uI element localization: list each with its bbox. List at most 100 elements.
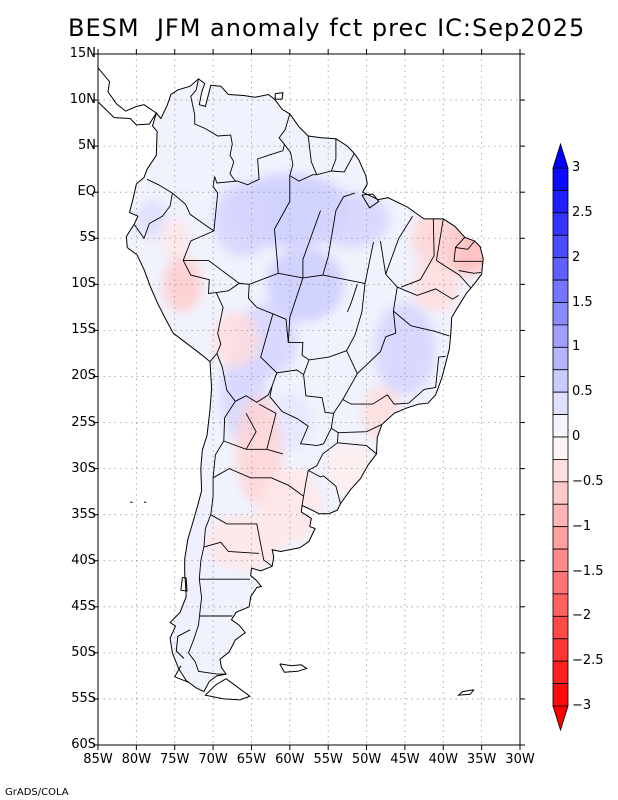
colorbar-label: −3 bbox=[572, 698, 592, 713]
island-2 bbox=[279, 663, 308, 673]
colorbar-segment-2 bbox=[552, 212, 569, 236]
lat-label: 5S bbox=[79, 230, 96, 246]
border-27 bbox=[458, 270, 481, 274]
colorbar-segment-5 bbox=[552, 279, 569, 303]
colorbar-segment-1 bbox=[552, 190, 569, 214]
island-3 bbox=[274, 92, 284, 100]
lon-label: 75W bbox=[160, 752, 190, 767]
border-18 bbox=[302, 210, 321, 278]
border-2 bbox=[237, 113, 291, 186]
lon-label: 30W bbox=[505, 752, 535, 767]
island-0 bbox=[97, 67, 157, 126]
border-8 bbox=[209, 292, 224, 362]
border-4 bbox=[316, 138, 337, 176]
anomaly-patch-5 bbox=[374, 302, 436, 395]
lon-label: 65W bbox=[236, 752, 267, 767]
colorbar-segment-4 bbox=[552, 257, 569, 281]
colorbar-label: 1.5 bbox=[572, 294, 593, 310]
border-21 bbox=[379, 240, 398, 338]
colorbar-segment-8 bbox=[552, 346, 569, 371]
border-36 bbox=[287, 277, 304, 343]
colorbar-label: −2 bbox=[572, 608, 592, 624]
lat-label: 5N bbox=[78, 138, 96, 154]
colorbar-label: −1 bbox=[572, 518, 592, 534]
colorbar-segment-14 bbox=[552, 481, 569, 505]
colorbar-label: −2.5 bbox=[572, 653, 604, 669]
colorbar-segment-15 bbox=[552, 503, 569, 528]
anomaly-patch-2 bbox=[213, 182, 275, 257]
border-14 bbox=[307, 427, 339, 471]
lat-label: 35S bbox=[71, 506, 96, 522]
border-28 bbox=[397, 286, 459, 300]
border-41 bbox=[260, 313, 278, 374]
island-1 bbox=[204, 678, 251, 701]
colorbar-segment-17 bbox=[552, 548, 569, 572]
colorbar-segment-18 bbox=[552, 571, 569, 595]
lat-label: 25S bbox=[71, 414, 96, 430]
colorbar-segment-23 bbox=[552, 683, 569, 707]
lon-label: 60W bbox=[275, 752, 305, 767]
border-32 bbox=[333, 399, 344, 414]
island-8 bbox=[143, 501, 147, 504]
lat-label: 50S bbox=[71, 644, 96, 660]
islands bbox=[97, 67, 475, 701]
border-43 bbox=[212, 468, 304, 497]
anomaly-patch-9 bbox=[136, 201, 168, 239]
border-13 bbox=[303, 374, 335, 429]
colorbar-segment-0 bbox=[552, 167, 569, 191]
colorbar-segment-11 bbox=[552, 414, 569, 438]
colorbar-segment-21 bbox=[552, 638, 569, 662]
lat-label: 60S bbox=[71, 737, 96, 752]
lat-label: 10N bbox=[69, 92, 96, 108]
border-37 bbox=[322, 274, 366, 284]
anomaly-patch-14 bbox=[159, 219, 191, 257]
anomaly-patch-13 bbox=[163, 256, 202, 312]
anomaly-patch-18 bbox=[205, 514, 283, 570]
border-34 bbox=[337, 442, 377, 455]
lon-label: 40W bbox=[428, 752, 458, 767]
colorbar-max-arrow bbox=[552, 142, 569, 169]
border-42 bbox=[223, 440, 284, 455]
lat-label: 10S bbox=[71, 276, 96, 292]
lon-label: 35W bbox=[466, 752, 497, 767]
island-9 bbox=[175, 629, 191, 659]
colorbar-label: 2.5 bbox=[572, 204, 593, 220]
border-23 bbox=[400, 218, 435, 288]
border-12 bbox=[269, 385, 332, 447]
border-19 bbox=[335, 192, 356, 211]
border-11 bbox=[187, 401, 236, 675]
border-24 bbox=[435, 218, 472, 289]
colorbar-segment-19 bbox=[552, 593, 569, 617]
colorbar bbox=[552, 142, 569, 732]
country-borders bbox=[133, 78, 483, 675]
border-0 bbox=[190, 78, 238, 182]
border-1 bbox=[146, 176, 238, 232]
colorbar-segment-16 bbox=[552, 526, 569, 550]
border-35 bbox=[308, 350, 347, 361]
border-20 bbox=[346, 241, 374, 374]
border-48 bbox=[258, 403, 277, 450]
lon-label: 55W bbox=[313, 752, 343, 767]
lat-label: 15S bbox=[71, 322, 96, 338]
border-29 bbox=[393, 310, 450, 337]
colorbar-label: 1 bbox=[572, 339, 581, 355]
credit-label: GrADS/COLA bbox=[5, 787, 69, 798]
colorbar-label: −0.5 bbox=[572, 473, 604, 489]
border-6 bbox=[133, 193, 173, 240]
lat-label: 30S bbox=[71, 460, 96, 476]
border-40 bbox=[183, 259, 240, 284]
colorbar-label: 3 bbox=[572, 160, 581, 175]
colorbar-min-arrow bbox=[552, 705, 569, 732]
border-49 bbox=[245, 413, 257, 450]
colorbar-segment-7 bbox=[552, 324, 569, 348]
lat-label: 55S bbox=[71, 690, 96, 706]
border-5 bbox=[331, 153, 355, 173]
border-33 bbox=[338, 423, 383, 434]
colorbar-label: −1.5 bbox=[572, 563, 604, 579]
border-44 bbox=[210, 514, 273, 567]
island-5 bbox=[361, 193, 380, 209]
lon-label: 80W bbox=[121, 752, 152, 767]
border-45 bbox=[203, 541, 260, 554]
colorbar-label: 2 bbox=[572, 249, 581, 265]
